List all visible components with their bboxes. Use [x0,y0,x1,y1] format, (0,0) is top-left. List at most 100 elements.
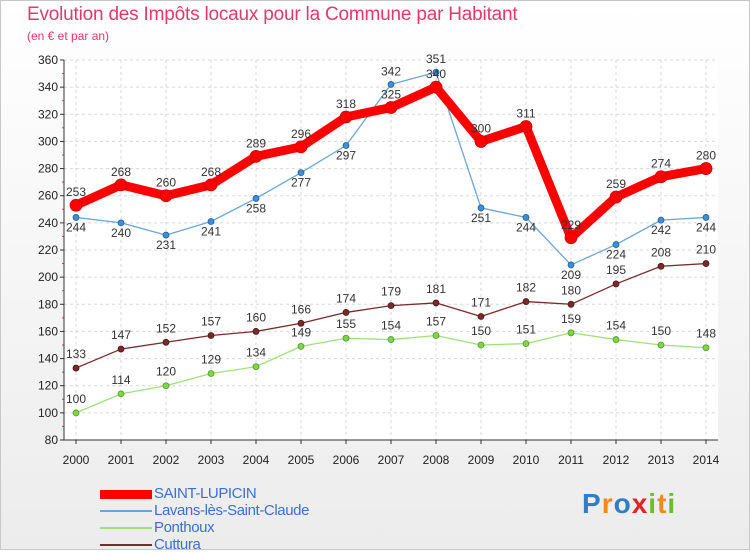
point-cuttura [207,332,215,339]
data-label-ponthoux: 154 [381,319,401,333]
logo-letter: o [613,488,632,519]
point-cuttura [72,364,80,372]
point-saint-lupicin [384,101,398,114]
point-ponthoux [252,363,260,371]
data-label-saint-lupicin: 260 [156,176,176,190]
legend-label: SAINT-LUPICIN [154,485,257,502]
data-label-saint-lupicin: 289 [246,136,266,150]
data-label-ponthoux: 129 [201,353,221,367]
point-lavans-les-saint-claude [567,261,575,269]
data-label-lavans-les-saint-claude: 244 [516,220,536,234]
data-label-saint-lupicin: 340 [426,67,446,81]
y-tick-label: 300 [38,134,58,148]
point-ponthoux [162,382,170,390]
point-saint-lupicin [249,149,263,163]
point-ponthoux [117,390,125,398]
point-saint-lupicin [564,231,578,245]
data-label-cuttura: 174 [336,291,356,305]
point-ponthoux [207,370,215,377]
data-label-ponthoux: 159 [561,312,581,326]
point-saint-lupicin [519,120,533,133]
point-ponthoux [432,332,440,339]
proxiti-logo: Proxiti [582,488,676,520]
point-cuttura [612,280,620,288]
y-tick-label: 100 [38,406,58,420]
data-label-lavans-les-saint-claude: 244 [696,220,716,234]
logo-letter: x [631,488,649,519]
y-tick-label: 140 [38,352,58,366]
point-lavans-les-saint-claude [72,214,80,221]
point-lavans-les-saint-claude [342,142,350,149]
point-saint-lupicin [609,190,623,204]
data-label-cuttura: 208 [651,245,671,259]
data-label-cuttura: 147 [111,328,131,342]
data-label-lavans-les-saint-claude: 242 [651,223,671,237]
data-label-ponthoux: 149 [291,325,311,339]
point-cuttura [522,298,530,305]
legend-swatch [100,510,152,512]
data-label-ponthoux: 154 [606,319,626,333]
x-tick-label: 2013 [648,453,675,467]
point-ponthoux [342,334,350,342]
logo-letter: r [601,488,614,519]
logo-letter: P [582,488,602,519]
x-tick-label: 2012 [603,453,630,467]
point-cuttura [162,338,170,346]
x-tick-label: 2003 [198,453,225,467]
point-ponthoux [387,336,395,343]
data-label-cuttura: 166 [291,302,311,316]
y-tick-label: 220 [38,243,58,257]
y-tick-label: 200 [38,270,58,284]
logo-letter: i [648,488,658,519]
point-ponthoux [297,342,305,350]
data-label-saint-lupicin: 300 [471,121,491,135]
point-ponthoux [657,341,665,349]
point-saint-lupicin [69,198,83,212]
point-ponthoux [72,409,80,417]
data-label-cuttura: 182 [516,281,536,295]
point-cuttura [387,302,395,310]
point-saint-lupicin [654,170,668,184]
x-tick-label: 2004 [243,453,270,467]
chart-legend: SAINT-LUPICIN Lavans-lès-Saint-Claude Pont… [100,485,400,554]
point-saint-lupicin [474,135,488,148]
logo-letter: i [667,488,677,519]
point-lavans-les-saint-claude [162,231,170,239]
y-tick-label: 320 [38,107,58,121]
point-saint-lupicin [699,162,713,175]
data-label-cuttura: 195 [606,263,626,277]
point-saint-lupicin [159,189,173,203]
point-lavans-les-saint-claude [522,214,530,221]
data-label-ponthoux: 151 [516,323,536,337]
point-lavans-les-saint-claude [657,216,665,224]
data-label-saint-lupicin: 318 [336,97,356,111]
point-cuttura [477,313,485,320]
legend-label: Ponthoux [154,519,215,536]
point-cuttura [117,345,125,353]
point-lavans-les-saint-claude [432,68,440,76]
data-label-lavans-les-saint-claude: 342 [381,64,401,78]
data-label-cuttura: 152 [156,321,176,335]
data-label-ponthoux: 114 [111,373,130,387]
x-tick-label: 2006 [333,453,360,467]
x-tick-label: 2009 [468,453,495,467]
chart-subtitle: (en € et par an) [27,29,110,43]
point-saint-lupicin [294,140,308,154]
y-tick-label: 260 [38,189,58,203]
data-label-lavans-les-saint-claude: 224 [606,248,626,262]
legend-label: Cuttura [154,536,201,553]
legend-swatch [100,527,152,529]
point-cuttura [342,309,350,316]
data-label-saint-lupicin: 268 [111,165,131,179]
legend-item: Lavans-lès-Saint-Claude [100,502,400,520]
data-label-cuttura: 157 [201,315,221,329]
point-cuttura [567,300,575,308]
point-cuttura [657,262,665,270]
data-label-lavans-les-saint-claude: 351 [426,52,446,66]
x-tick-label: 2001 [108,453,135,467]
data-label-ponthoux: 120 [156,365,176,379]
point-ponthoux [702,344,710,352]
logo-letter: t [657,488,668,519]
chart-title: Evolution des Impôts locaux pour la Comm… [27,4,518,25]
data-label-ponthoux: 150 [471,324,491,338]
